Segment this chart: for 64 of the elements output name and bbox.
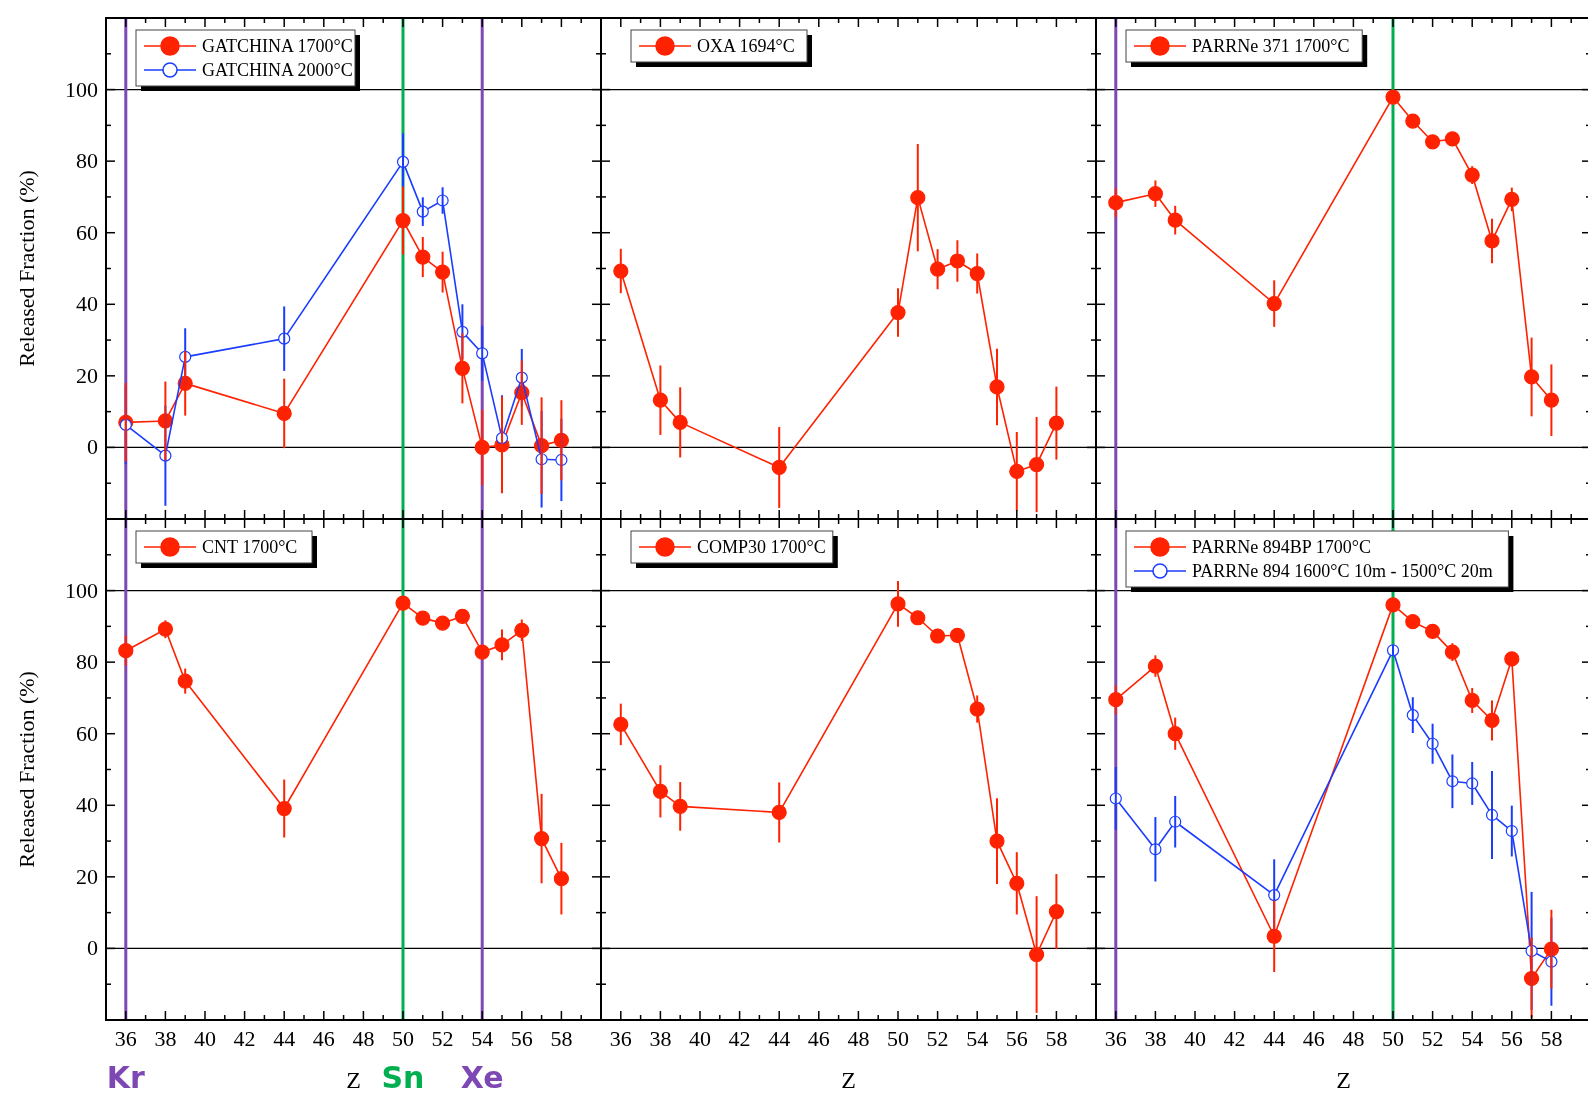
- ref-line-label: Sn: [381, 1060, 425, 1095]
- legend-label: GATCHINA 1700°C: [202, 36, 353, 56]
- x-tick-label: 48: [1342, 1026, 1365, 1051]
- x-tick-label: 58: [1045, 1026, 1068, 1051]
- x-tick-label: 44: [1263, 1026, 1286, 1051]
- x-tick-label: 54: [471, 1026, 494, 1051]
- x-axis-title: Z: [841, 1067, 856, 1093]
- y-axis-title: Released Fraction (%): [14, 170, 39, 367]
- legend-label: PARRNe 894BP 1700°C: [1192, 537, 1371, 557]
- x-tick-label: 36: [1104, 1026, 1127, 1051]
- x-tick-label: 54: [1461, 1026, 1484, 1051]
- x-tick-label: 38: [1144, 1026, 1167, 1051]
- x-tick-label: 44: [273, 1026, 296, 1051]
- x-tick-label: 42: [728, 1026, 751, 1051]
- x-tick-label: 42: [1223, 1026, 1246, 1051]
- y-tick-label: 60: [76, 219, 98, 245]
- x-tick-label: 40: [689, 1026, 711, 1051]
- legend-label: PARRNe 894 1600°C 10m - 1500°C 20m: [1192, 561, 1493, 581]
- x-tick-label: 38: [649, 1026, 672, 1051]
- legend-label: OXA 1694°C: [697, 36, 795, 56]
- x-tick-label: 36: [609, 1026, 632, 1051]
- x-tick-label: 40: [1184, 1026, 1206, 1051]
- x-tick-label: 46: [807, 1026, 830, 1051]
- x-tick-label: 56: [1005, 1026, 1028, 1051]
- x-tick-label: 42: [233, 1026, 256, 1051]
- ref-line-label: Xe: [460, 1060, 504, 1095]
- legend-label: COMP30 1700°C: [697, 537, 826, 557]
- x-tick-label: 56: [510, 1026, 533, 1051]
- y-tick-label: 20: [76, 863, 98, 889]
- x-tick-label: 46: [312, 1026, 335, 1051]
- x-tick-label: 52: [431, 1026, 454, 1051]
- ref-line-label: Kr: [106, 1060, 146, 1095]
- y-tick-label: 0: [87, 935, 98, 961]
- y-tick-label: 100: [65, 577, 98, 603]
- x-tick-label: 50: [392, 1026, 414, 1051]
- x-tick-label: 56: [1500, 1026, 1523, 1051]
- x-axis-title: Z: [346, 1067, 361, 1093]
- x-tick-label: 48: [352, 1026, 375, 1051]
- x-tick-label: 52: [1421, 1026, 1444, 1051]
- y-axis-title: Released Fraction (%): [14, 671, 39, 868]
- y-tick-label: 20: [76, 362, 98, 388]
- x-tick-label: 52: [926, 1026, 949, 1051]
- y-tick-label: 80: [76, 649, 98, 675]
- y-tick-label: 40: [76, 792, 98, 818]
- y-tick-label: 40: [76, 291, 98, 317]
- legend-label: CNT 1700°C: [202, 537, 298, 557]
- y-tick-label: 60: [76, 720, 98, 746]
- x-axis-title: Z: [1336, 1067, 1351, 1093]
- x-tick-label: 58: [1540, 1026, 1563, 1051]
- y-tick-label: 0: [87, 434, 98, 460]
- x-tick-label: 58: [550, 1026, 573, 1051]
- x-tick-label: 50: [887, 1026, 909, 1051]
- x-tick-label: 40: [194, 1026, 216, 1051]
- x-tick-label: 44: [768, 1026, 791, 1051]
- y-tick-label: 100: [65, 76, 98, 102]
- x-tick-label: 48: [847, 1026, 870, 1051]
- x-tick-label: 50: [1382, 1026, 1404, 1051]
- legend-label: GATCHINA 2000°C: [202, 60, 353, 80]
- x-tick-label: 54: [966, 1026, 989, 1051]
- y-tick-label: 80: [76, 148, 98, 174]
- x-tick-label: 36: [114, 1026, 137, 1051]
- x-tick-label: 46: [1302, 1026, 1325, 1051]
- x-tick-label: 38: [154, 1026, 177, 1051]
- legend-label: PARRNe 371 1700°C: [1192, 36, 1350, 56]
